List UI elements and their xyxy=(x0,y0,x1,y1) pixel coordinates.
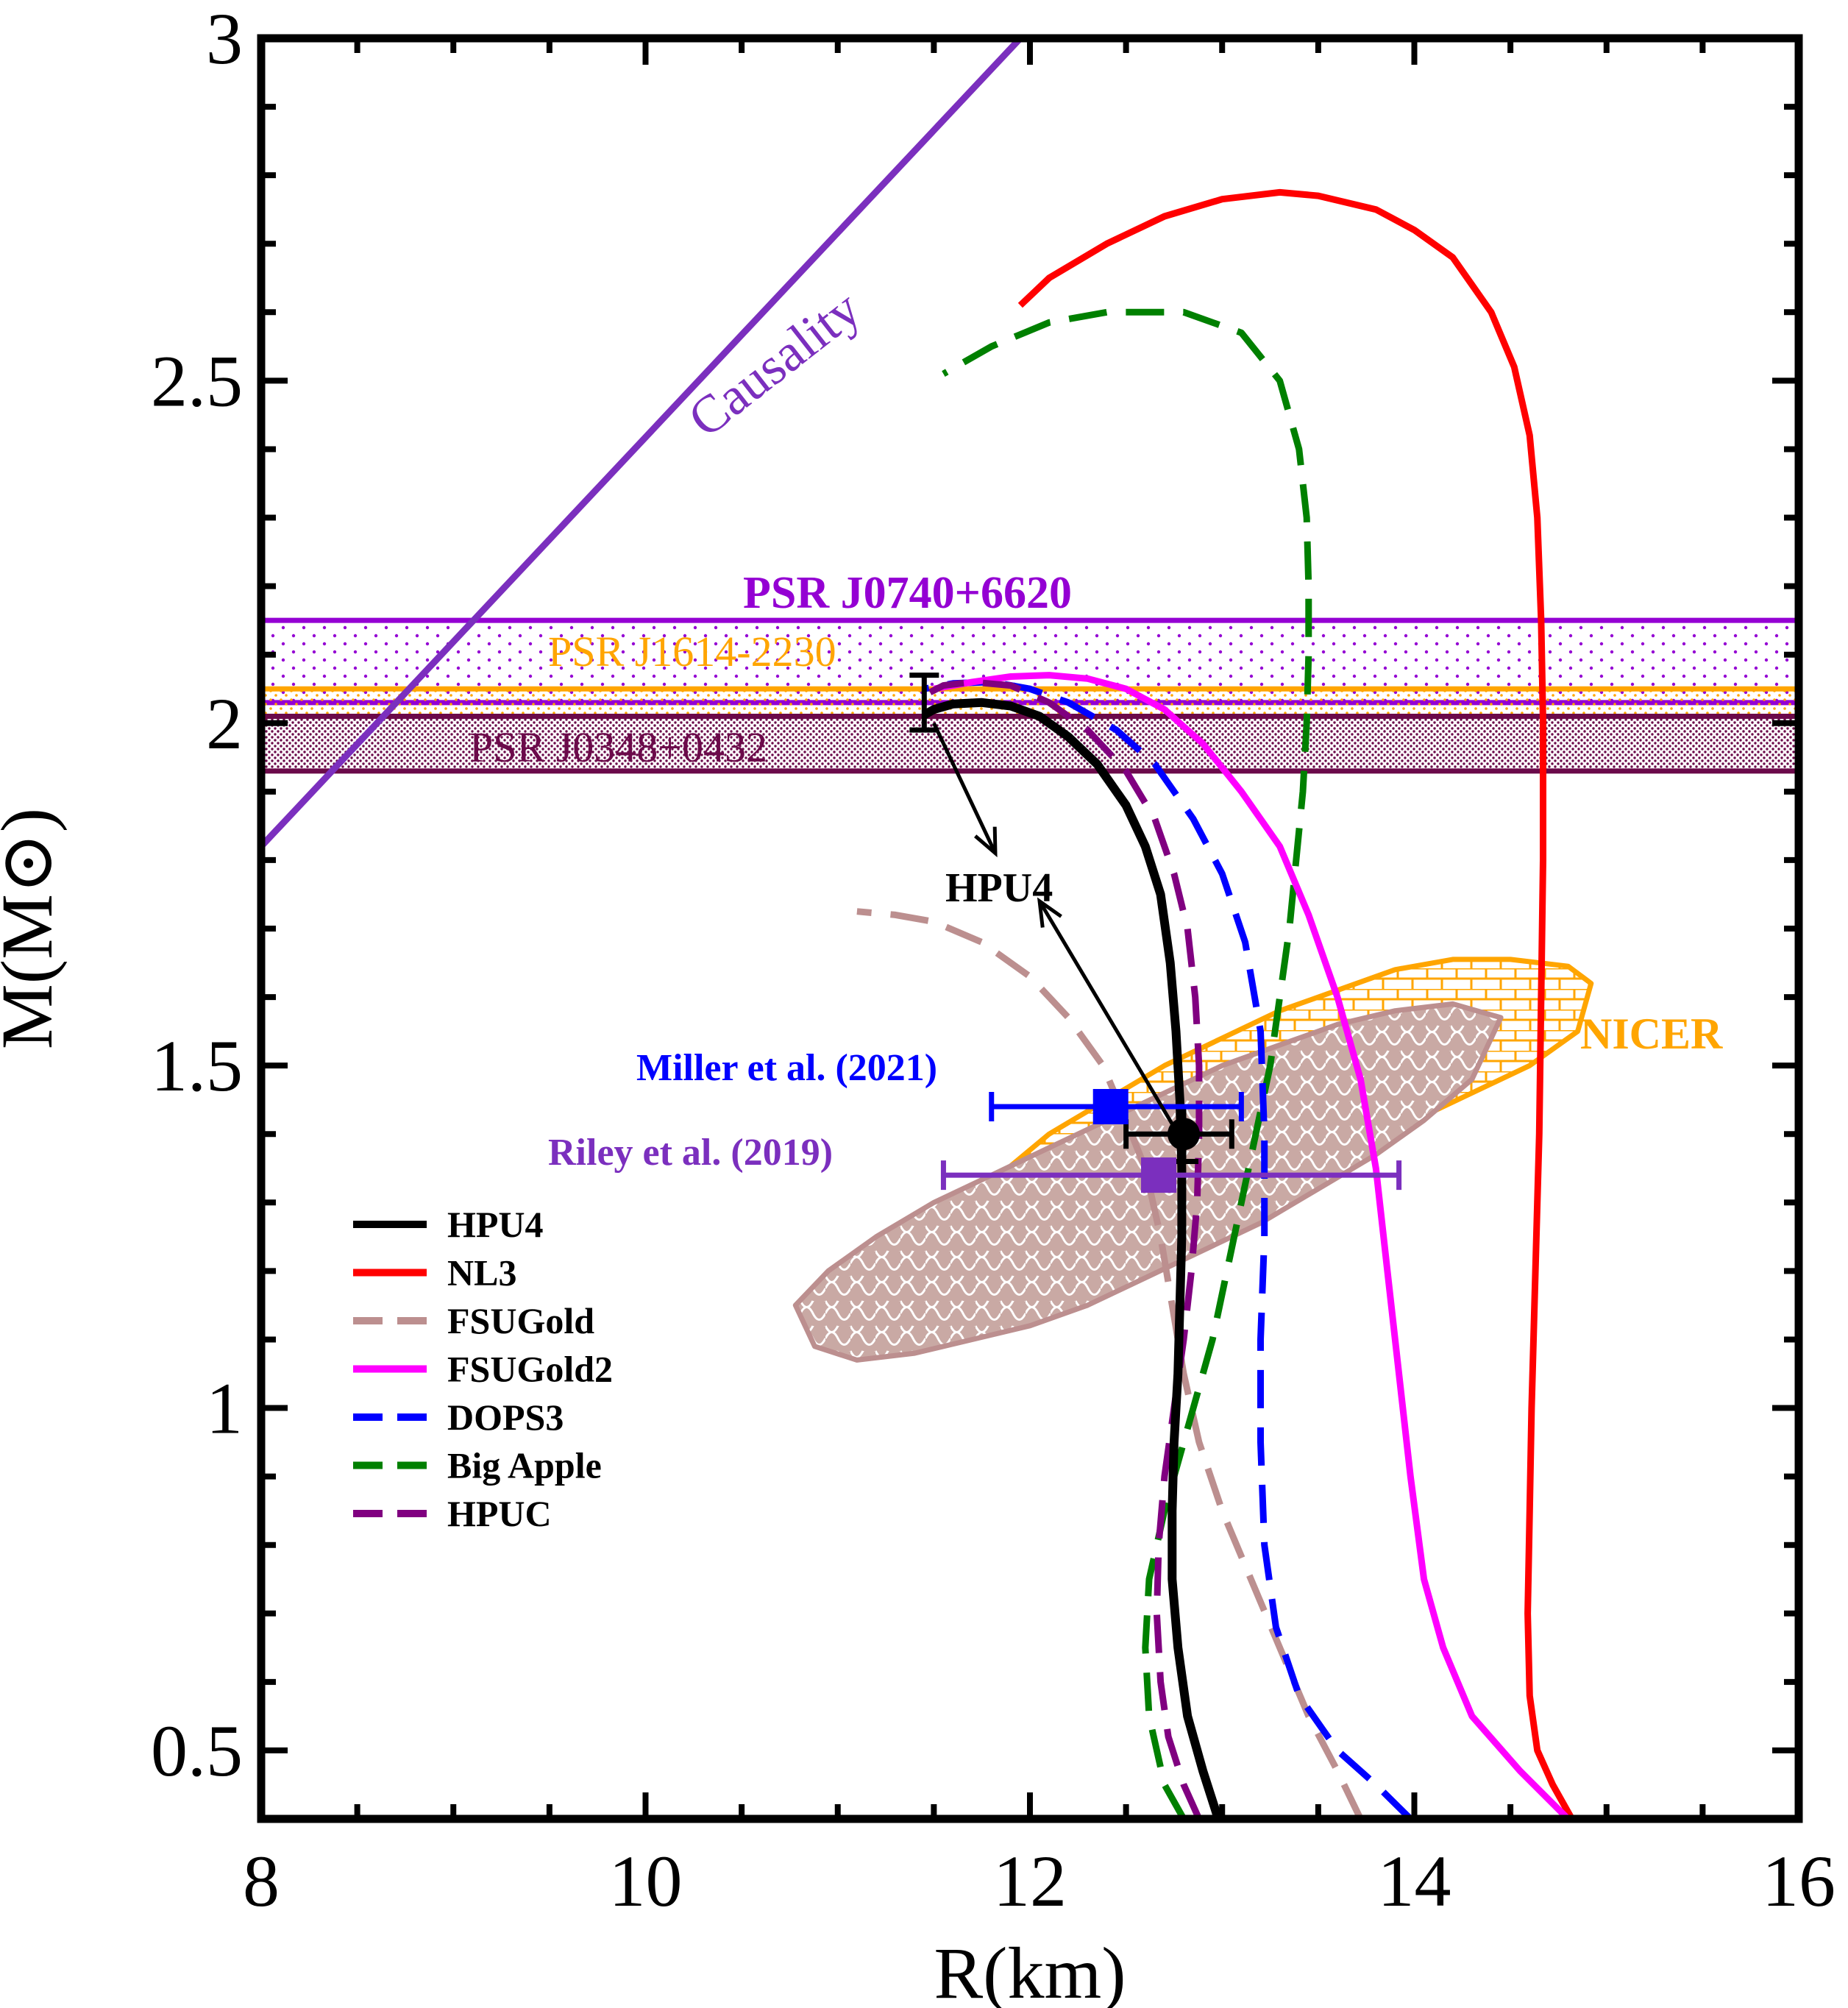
label-hpu4: HPU4 xyxy=(945,865,1053,911)
label-psr-j0348: PSR J0348+0432 xyxy=(469,723,767,771)
hpu4-arrows xyxy=(932,722,1176,1129)
legend-label-hpuc: HPUC xyxy=(447,1493,552,1534)
series-hpuc xyxy=(928,678,1203,1819)
label-miller: Miller et al. (2021) xyxy=(636,1047,937,1089)
arrow-to-hpu4-label xyxy=(1037,900,1176,1129)
point-miller xyxy=(989,1089,1244,1124)
causality-line-group xyxy=(261,38,1023,849)
x-tick-label: 16 xyxy=(1762,1840,1835,1922)
x-tick-label: 10 xyxy=(609,1840,683,1922)
mass-radius-curves xyxy=(856,188,1575,1819)
y-tick-label: 2 xyxy=(206,683,243,764)
plot-frame xyxy=(257,34,1803,1823)
causality-line xyxy=(261,38,1023,849)
data-points xyxy=(909,673,1402,1193)
axis-ticks: 8 10 12 14 16 0.5 1 1.5 2 2.5 3 xyxy=(151,0,1835,1922)
legend-label-fsugold2: FSUGold2 xyxy=(447,1349,613,1390)
y-tick-label: 2.5 xyxy=(151,340,243,422)
legend: HPU4 NL3 FSUGold FSUGold2 DOPS3 Big Apple HPUC xyxy=(353,1204,613,1534)
point-hpu4-max xyxy=(909,673,939,733)
series-fsugold xyxy=(856,908,1364,1819)
label-psr-j1614: PSR J1614-2230 xyxy=(548,628,836,675)
x-axis-title: R(km) xyxy=(934,1932,1126,2008)
legend-label-fsugold: FSUGold xyxy=(447,1300,594,1341)
y-tick-label: 0.5 xyxy=(151,1710,243,1792)
series-big-apple xyxy=(942,308,1312,1819)
legend-label-nl3: NL3 xyxy=(447,1252,516,1294)
arrow-to-hpu4-label-head xyxy=(1037,897,1062,928)
legend-label-hpu4: HPU4 xyxy=(447,1204,544,1245)
x-tick-label: 8 xyxy=(243,1840,280,1922)
y-tick-label: 1.5 xyxy=(151,1025,243,1107)
x-tick-label: 14 xyxy=(1378,1840,1451,1922)
series-nl3 xyxy=(1017,188,1575,1819)
label-nicer: NICER xyxy=(1580,1010,1723,1058)
legend-label-dops3: DOPS3 xyxy=(447,1397,564,1438)
label-psr-j0740: PSR J0740+6620 xyxy=(743,568,1072,618)
legend-label-big-apple: Big Apple xyxy=(447,1445,602,1486)
series-fsugold2 xyxy=(933,672,1571,1819)
arrow-to-hpu4-max-head xyxy=(974,826,998,858)
x-tick-label: 12 xyxy=(993,1840,1067,1922)
series-dops3 xyxy=(923,678,1413,1819)
series-hpu4 xyxy=(922,698,1223,1819)
point-riley xyxy=(940,1157,1402,1193)
y-tick-label: 1 xyxy=(206,1368,243,1450)
arrow-to-hpu4-max xyxy=(932,722,998,854)
y-tick-label: 3 xyxy=(206,0,243,79)
y-axis-title: M(M⊙) xyxy=(0,808,68,1049)
label-riley: Riley et al. (2019) xyxy=(548,1132,833,1174)
